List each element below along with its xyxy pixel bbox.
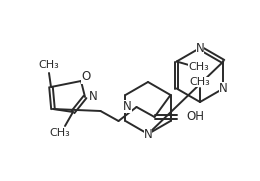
Text: CH₃: CH₃ [39,60,59,70]
Text: N: N [144,127,152,140]
Text: OH: OH [186,110,205,123]
Text: CH₃: CH₃ [190,77,210,87]
Text: O: O [81,71,91,83]
Text: N: N [196,41,204,54]
Text: CH₃: CH₃ [188,62,209,73]
Text: CH₃: CH₃ [50,128,70,138]
Text: N: N [89,90,98,104]
Text: N: N [219,82,228,95]
Text: N: N [123,100,132,113]
